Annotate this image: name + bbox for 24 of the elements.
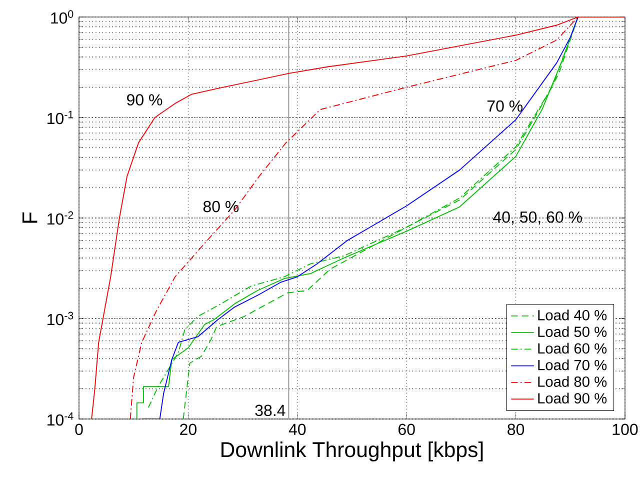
- y-tick-label: 10$^{-3}$: [48, 312, 74, 326]
- ref-line-label: 38.4: [255, 404, 286, 416]
- annotation: 40, 50, 60 %: [493, 211, 582, 225]
- annotation: 80 %: [203, 200, 239, 212]
- x-tick-label: 20: [180, 424, 196, 436]
- y-axis-title: F: [22, 212, 38, 223]
- legend-label: Load 60 %: [538, 342, 607, 354]
- x-tick-label: 60: [398, 424, 415, 436]
- y-tick-label: 10$^{-4}$: [48, 412, 74, 426]
- y-tick-label: 10$^{0}$: [51, 10, 74, 24]
- annotation: 70 %: [487, 100, 523, 112]
- legend-label: Load 50 %: [538, 326, 607, 337]
- legend-label: Load 70 %: [538, 359, 607, 370]
- y-tick-label: 10$^{-2}$: [48, 211, 74, 225]
- legend-label: Load 40 %: [538, 310, 607, 320]
- x-tick-label: 80: [508, 424, 524, 436]
- x-tick-label: 100: [612, 424, 638, 436]
- y-tick-label: 10$^{-1}$: [48, 110, 74, 124]
- x-tick-label: 0: [75, 424, 83, 436]
- annotation: 90 %: [127, 94, 162, 106]
- legend-label: Load 80 %: [538, 376, 607, 387]
- x-axis-title: Downlink Throughput [kbps]: [222, 442, 483, 462]
- legend-label: Load 90 %: [538, 392, 607, 404]
- x-tick-label: 40: [288, 424, 306, 436]
